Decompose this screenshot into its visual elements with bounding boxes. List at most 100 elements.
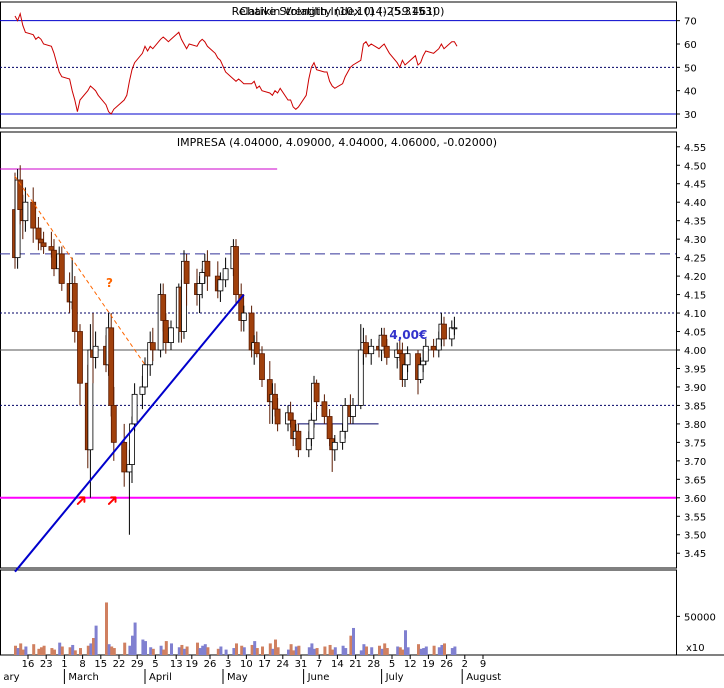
volume-bar <box>159 645 163 655</box>
candle-body <box>357 349 364 406</box>
rsi-line <box>14 11 458 115</box>
candle-body <box>430 345 437 351</box>
red-arrow-annotation: ➜ <box>69 489 92 512</box>
volume-bar <box>79 648 82 655</box>
candle-body <box>308 419 315 440</box>
volume-bar <box>21 649 25 655</box>
candle-body <box>110 405 117 443</box>
x-axis: 16 23 1 8 15 22 29 5 13 19 26 3 10 17 24 31 7 14 21 28 5 12 19… <box>3 655 501 684</box>
price-tick-label: 3.50 <box>684 531 706 542</box>
x-day-label: 5 <box>152 659 158 670</box>
candle-body <box>287 412 294 421</box>
rsi-title: Relative Strength Index (14) (59.4610) <box>232 5 445 18</box>
x-day-label: 22 <box>113 659 126 670</box>
rsi-tick-label: 40 <box>684 87 697 98</box>
volume-bar <box>219 646 223 655</box>
x-day-label: 1 <box>61 659 67 670</box>
volume-bar <box>261 646 264 655</box>
volume-bar <box>94 625 98 655</box>
candle-body <box>342 405 349 432</box>
candle-body <box>339 430 346 443</box>
volume-bar <box>450 648 454 655</box>
price-tick-label: 3.90 <box>684 383 706 394</box>
volume-bar <box>385 648 389 655</box>
x-day-label: 3 <box>225 659 231 670</box>
red-arrow-annotation: ➜ <box>101 489 124 512</box>
candle-body <box>274 408 281 425</box>
candle-body <box>92 345 99 358</box>
volume-bar <box>274 639 277 655</box>
volume-bar <box>16 648 20 655</box>
x-month-label: ary <box>3 672 19 683</box>
price-tick-label: 4.00 <box>684 346 706 357</box>
price-tick-label: 3.55 <box>684 512 706 523</box>
volume-bar <box>424 646 428 655</box>
volume-bar <box>235 643 238 655</box>
volume-bar <box>128 645 132 655</box>
volume-bar <box>310 643 314 655</box>
volume-bar <box>37 648 41 655</box>
volume-bar <box>453 646 457 655</box>
candle-body <box>402 364 408 380</box>
volume-bar <box>440 644 444 655</box>
candle-body <box>77 331 83 384</box>
volume-bar <box>58 642 62 655</box>
volume-bar <box>333 647 337 655</box>
volume-bar <box>141 639 145 655</box>
candle-body <box>139 386 146 395</box>
candle-body <box>121 441 128 473</box>
candle-body <box>321 401 328 417</box>
rsi-panel: Relative Strength Index (14) (59.4610) C… <box>0 5 697 121</box>
volume-bar <box>151 648 155 655</box>
candle-body <box>420 360 427 366</box>
candle-body <box>160 294 167 321</box>
candle-body <box>233 246 239 295</box>
rsi-tick-label: 70 <box>684 17 697 28</box>
volume-bar <box>232 648 236 655</box>
x-day-label: 26 <box>204 659 217 670</box>
candle-body <box>368 345 375 355</box>
volume-bar <box>406 647 410 655</box>
candle-body <box>422 345 429 362</box>
volume-bar <box>105 602 108 655</box>
volume-bar <box>24 646 28 655</box>
candle-body <box>383 345 390 358</box>
volume-bar <box>292 650 296 655</box>
candle-body <box>404 353 411 366</box>
x-day-label: 19 <box>422 659 435 670</box>
volume-bar <box>315 648 319 655</box>
volume-bar <box>344 648 348 655</box>
volume-bar <box>19 643 23 655</box>
volume-bar <box>253 641 257 655</box>
candle-body <box>71 283 78 332</box>
candle-body <box>381 334 388 347</box>
x-day-label: 14 <box>331 659 344 670</box>
price-tick-label: 4.35 <box>684 217 706 228</box>
x-day-label: 17 <box>258 659 271 670</box>
volume-bar <box>123 642 127 655</box>
volume-panel: x10 50000 <box>14 602 716 655</box>
volume-bar <box>92 638 95 655</box>
candle-body <box>48 246 55 251</box>
x-day-label: 21 <box>349 659 362 670</box>
volume-bar <box>422 648 426 655</box>
volume-bar <box>396 646 400 655</box>
rsi-frame <box>0 1 677 129</box>
volume-bar <box>53 649 56 655</box>
volume-bar <box>404 630 407 655</box>
candle-body <box>331 441 338 451</box>
price-tick-label: 4.30 <box>684 235 706 246</box>
candle-body <box>162 320 169 344</box>
x-day-label: 24 <box>276 659 289 670</box>
x-day-label: 2 <box>462 659 468 670</box>
volume-bar <box>250 644 254 655</box>
volume-bar <box>271 648 275 655</box>
volume-bar <box>68 647 72 655</box>
volume-bar <box>365 646 368 655</box>
candle-body <box>259 353 265 380</box>
candle-body <box>217 279 224 292</box>
volume-bar <box>86 645 90 655</box>
x-day-label: 10 <box>240 659 253 670</box>
x-day-label: 31 <box>295 659 308 670</box>
x-day-label: 8 <box>79 659 85 670</box>
